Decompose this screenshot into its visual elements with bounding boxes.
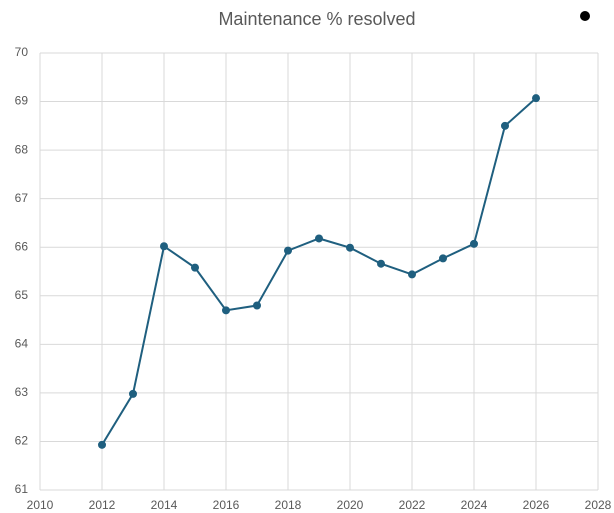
y-tick-label: 65 (15, 288, 29, 302)
y-tick-label: 62 (15, 434, 29, 448)
chart-title: Maintenance % resolved (218, 9, 415, 29)
x-tick-label: 2016 (213, 498, 240, 512)
point (408, 270, 416, 279)
y-tick-label: 63 (15, 385, 29, 399)
point (191, 263, 199, 272)
x-tick-label: 2024 (461, 498, 488, 512)
x-tick-label: 2012 (89, 498, 116, 512)
x-tick-label: 2010 (27, 498, 54, 512)
point (160, 242, 168, 251)
point (253, 301, 261, 310)
point (98, 440, 106, 449)
point (501, 121, 509, 130)
x-tick-label: 2020 (337, 498, 364, 512)
y-tick-label: 67 (15, 191, 29, 205)
y-tick-label: 61 (15, 482, 29, 496)
y-tick-label: 70 (15, 45, 29, 59)
point (129, 389, 137, 398)
point (439, 254, 447, 263)
point (470, 239, 478, 248)
x-tick-label: 2028 (585, 498, 612, 512)
y-tick-label: 68 (15, 142, 29, 156)
x-tick-label: 2026 (523, 498, 550, 512)
x-tick-label: 2018 (275, 498, 302, 512)
point (284, 246, 292, 255)
point (222, 306, 230, 315)
legend-marker (580, 11, 590, 21)
x-tick-label: 2014 (151, 498, 178, 512)
x-tick-label: 2022 (399, 498, 426, 512)
y-tick-label: 69 (15, 94, 29, 108)
point (532, 94, 540, 103)
y-tick-label: 64 (15, 337, 29, 351)
point (346, 243, 354, 252)
point (377, 259, 385, 268)
point (315, 234, 323, 243)
y-tick-label: 66 (15, 239, 29, 253)
